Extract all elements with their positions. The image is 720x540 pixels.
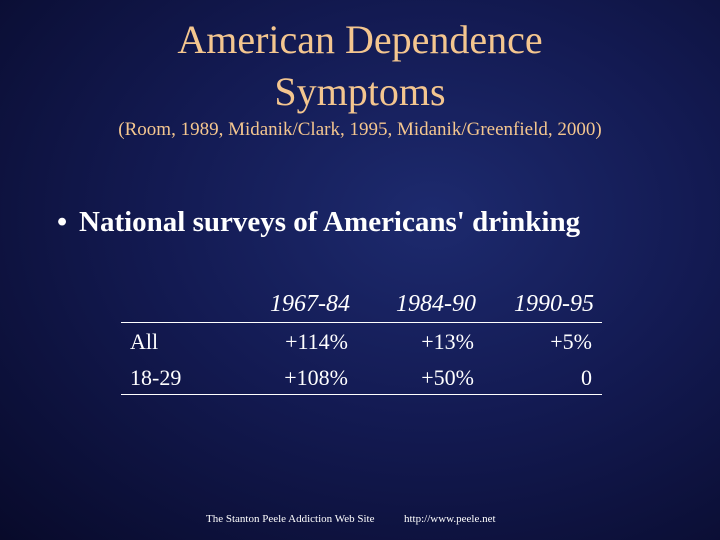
table-bottom-rule (121, 394, 602, 395)
column-header-1984-90: 1984-90 (396, 291, 476, 317)
bullet-icon: • (57, 206, 68, 238)
table-cell: +108% (284, 365, 348, 390)
column-header-1990-95: 1990-95 (514, 291, 594, 317)
table-cell: 0 (581, 365, 592, 390)
table-top-rule (121, 322, 602, 323)
table-cell: +50% (421, 365, 474, 390)
slide-subtitle: (Room, 1989, Midanik/Clark, 1995, Midani… (118, 119, 602, 140)
slide-title-line-2: Symptoms (274, 69, 446, 114)
table-cell: +13% (421, 329, 474, 354)
bullet-text: National surveys of Americans' drinking (79, 206, 581, 238)
slide-title-line-1: American Dependence (177, 17, 543, 62)
column-header-1967-84: 1967-84 (270, 291, 350, 317)
row-label-all: All (130, 329, 159, 354)
row-label-18-29: 18-29 (130, 365, 182, 390)
footer-url: http://www.peele.net (404, 513, 496, 525)
table-cell: +114% (285, 329, 348, 354)
bullet-item: • National surveys of Americans' drinking (57, 205, 580, 239)
table-cell: +5% (550, 329, 592, 354)
footer-site-name: The Stanton Peele Addiction Web Site (206, 513, 375, 525)
